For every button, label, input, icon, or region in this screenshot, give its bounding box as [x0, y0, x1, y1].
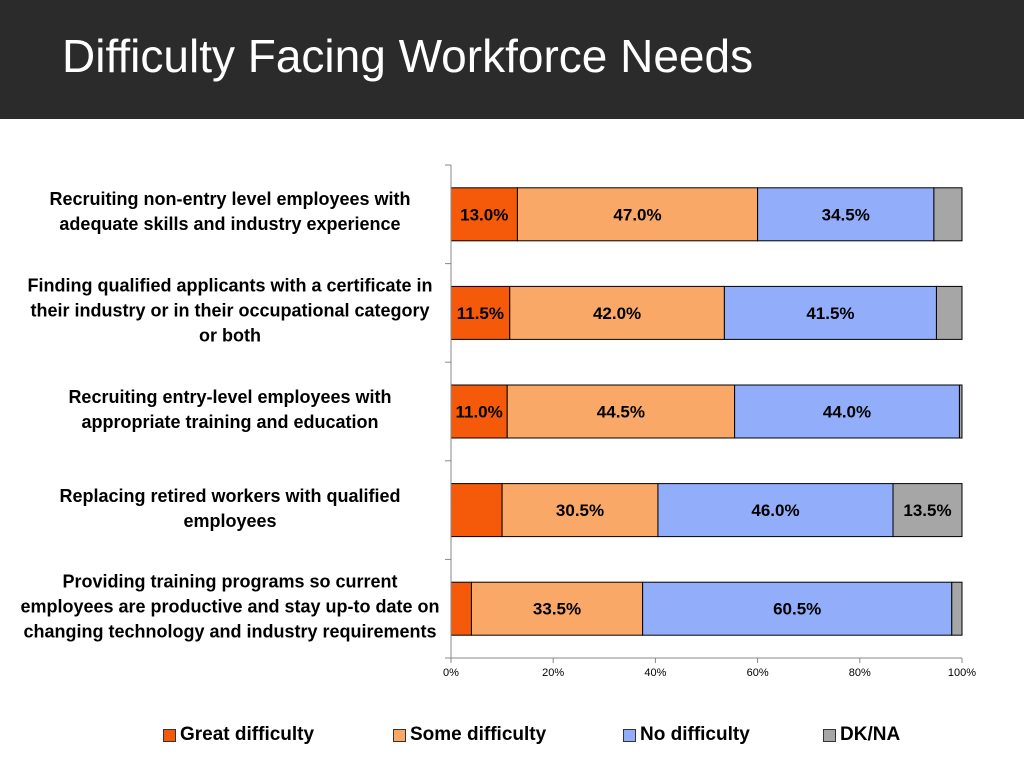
- bar-segment: [506, 384, 736, 439]
- data-label: 13.5%: [903, 501, 951, 520]
- bar-segment: [892, 483, 963, 538]
- x-tick-label: 100%: [948, 667, 976, 679]
- legend-label: DK/NA: [840, 724, 901, 745]
- bar-segment: [509, 285, 725, 340]
- slide-title: Difficulty Facing Workforce Needs: [62, 30, 754, 82]
- bar-segment: [642, 581, 953, 636]
- data-label: 11.0%: [455, 403, 502, 422]
- data-label: 42.0%: [593, 304, 641, 323]
- x-tick-label: 60%: [747, 667, 769, 679]
- bar-segment: [450, 483, 503, 538]
- x-tick-label: 20%: [542, 667, 564, 679]
- x-tick-label: 80%: [849, 667, 871, 679]
- bar-segment: [501, 483, 659, 538]
- bar-segment: [958, 384, 963, 439]
- bar-segment: [450, 285, 511, 340]
- legend-swatch: [163, 728, 176, 742]
- data-label: 34.5%: [822, 205, 870, 224]
- data-label: 13.0%: [460, 205, 508, 224]
- bar-segment: [951, 581, 963, 636]
- title-bar: Difficulty Facing Workforce Needs: [0, 0, 1024, 119]
- legend-label: No difficulty: [640, 724, 750, 745]
- data-label: 11.5%: [457, 304, 504, 323]
- data-label: 33.5%: [533, 600, 581, 619]
- bar-segment: [450, 187, 518, 242]
- category-label: Providing training programs so current e…: [20, 571, 440, 642]
- legend-swatch: [623, 728, 636, 742]
- bar-segment: [723, 285, 937, 340]
- data-label: 47.0%: [613, 205, 661, 224]
- legend-label: Great difficulty: [180, 724, 315, 745]
- category-label: Recruiting non-entry level employees wit…: [49, 189, 411, 234]
- bar-segment: [450, 581, 472, 636]
- data-label: 41.5%: [806, 304, 854, 323]
- bar-segment: [933, 187, 963, 242]
- legend-item: No difficulty: [623, 722, 750, 748]
- data-label: 44.5%: [597, 403, 645, 422]
- legend-label: Some difficulty: [410, 724, 547, 745]
- bar-segment: [657, 483, 894, 538]
- data-label: 60.5%: [773, 600, 821, 619]
- bar-segment: [470, 581, 644, 636]
- category-label: Finding qualified applicants with a cert…: [27, 275, 433, 346]
- legend-swatch: [393, 728, 406, 742]
- data-label: 46.0%: [751, 501, 799, 520]
- x-tick-label: 40%: [644, 667, 666, 679]
- category-label: Replacing retired workers with qualified…: [59, 486, 401, 531]
- category-label: Recruiting entry-level employees with ap…: [68, 387, 392, 432]
- legend-item: Some difficulty: [393, 722, 546, 748]
- legend-item: Great difficulty: [163, 722, 314, 748]
- x-tick-label: 0%: [443, 667, 459, 679]
- legend-item: DK/NA: [823, 722, 900, 748]
- bar-segment: [935, 285, 963, 340]
- data-label: 30.5%: [556, 501, 604, 520]
- legend: Great difficulty Some difficulty No diffic…: [0, 722, 1024, 748]
- bar-segment: [450, 384, 508, 439]
- legend-swatch: [823, 728, 836, 742]
- data-label: 44.0%: [823, 403, 871, 422]
- bar-segment: [734, 384, 960, 439]
